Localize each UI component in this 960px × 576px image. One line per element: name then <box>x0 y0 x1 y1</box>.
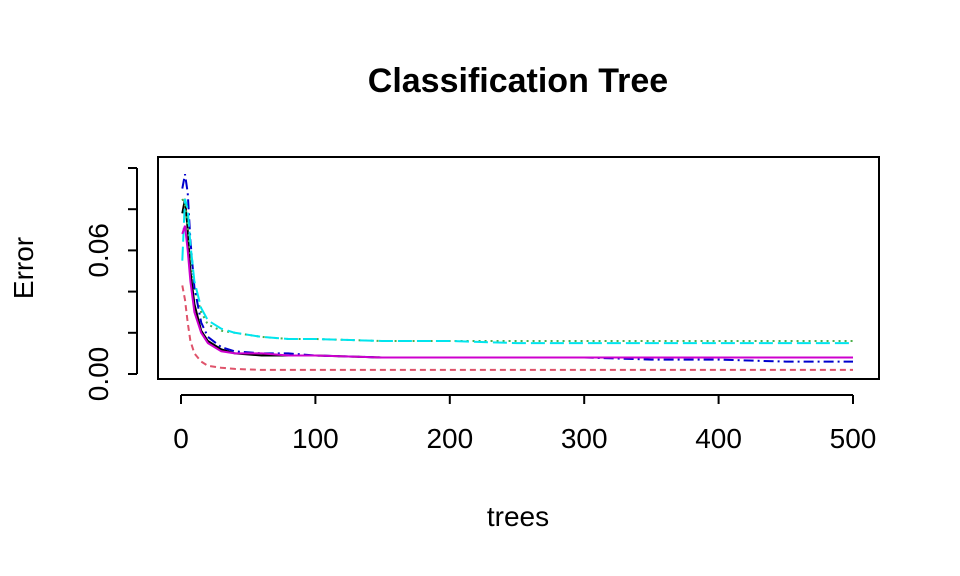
series-line-5 <box>181 198 853 345</box>
y-axis-title: Error <box>8 237 39 299</box>
y-axis: 0.00 0.06 <box>83 167 138 402</box>
series-line-3 <box>181 198 853 342</box>
plot-frame <box>157 156 880 380</box>
series-line-6 <box>181 225 853 359</box>
chart-title: Classification Tree <box>368 62 668 100</box>
series-line-2 <box>181 285 853 371</box>
x-tick-label: 400 <box>695 423 742 454</box>
x-tick-label: 0 <box>173 423 189 454</box>
x-axis-title: trees <box>487 501 549 532</box>
x-axis: 0 100 200 300 400 500 <box>173 394 877 454</box>
y-tick-label: 0.06 <box>83 223 114 278</box>
x-tick-label: 300 <box>561 423 608 454</box>
series-line-1 <box>181 198 853 359</box>
series-line-4 <box>181 174 853 363</box>
x-tick-label: 100 <box>292 423 339 454</box>
x-tick-label: 500 <box>830 423 877 454</box>
series-layer <box>181 174 853 371</box>
y-tick-label: 0.00 <box>83 347 114 402</box>
x-tick-label: 200 <box>426 423 473 454</box>
